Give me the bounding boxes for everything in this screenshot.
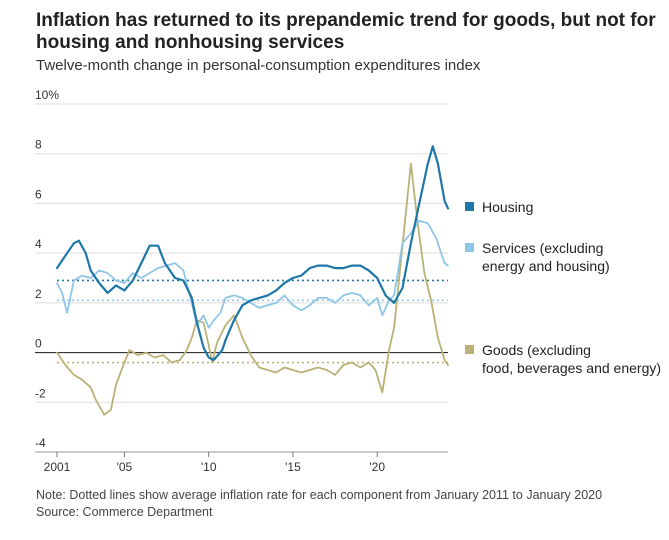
chart-footnote: Note: Dotted lines show average inflatio… <box>36 487 602 521</box>
legend: Housing Services (excluding energy and ho… <box>465 199 661 376</box>
series-line-goods <box>56 162 449 416</box>
x-tick-label-2015: '15 <box>285 460 301 474</box>
y-tick-label-4: 4 <box>35 237 42 251</box>
legend-services-line-1: Services (excluding <box>482 240 603 256</box>
legend-label-housing: Housing <box>482 199 533 215</box>
legend-goods-line-1: Goods (excluding <box>482 342 591 358</box>
legend-swatch-goods <box>465 345 474 354</box>
y-tick-label-neg2: -2 <box>35 386 46 400</box>
chart-subtitle: Twelve-month change in personal-consumpt… <box>36 57 481 74</box>
y-tick-label-2: 2 <box>35 287 42 301</box>
legend-swatch-services <box>465 243 474 252</box>
series-line-housing <box>55 145 450 362</box>
note-text: Note: Dotted lines show average inflatio… <box>36 488 603 502</box>
legend-housing-line-1: Housing <box>482 199 533 215</box>
x-tick-label-2005: '05 <box>117 460 133 474</box>
x-tick-label-2010: '10 <box>201 460 217 474</box>
legend-goods-line-2: food, beverages and energy) <box>482 360 661 376</box>
y-axis-ticks: 10% 8 6 4 2 0 -2 -4 <box>35 88 59 450</box>
source-text: Source: Commerce Department <box>36 505 213 519</box>
legend-services-line-2: energy and housing) <box>482 258 610 274</box>
y-tick-label-0: 0 <box>35 337 42 351</box>
x-tick-label-2020: '20 <box>369 460 385 474</box>
y-tick-label-neg4: -4 <box>35 436 46 450</box>
legend-label-goods: Goods (excluding food, beverages and ener… <box>482 342 661 376</box>
legend-label-services: Services (excluding energy and housing) <box>482 240 610 274</box>
inflation-chart: 10% 8 6 4 2 0 -2 -4 2001 '05 '10 '15 '20 Housing Se… <box>35 88 661 474</box>
y-tick-label-10: 10% <box>35 88 59 102</box>
y-tick-label-8: 8 <box>35 138 42 152</box>
y-tick-label-6: 6 <box>35 187 42 201</box>
chart-title: Inflation has returned to its prepandemi… <box>36 10 656 53</box>
legend-swatch-housing <box>465 202 474 211</box>
x-tick-label-2001: 2001 <box>44 460 71 474</box>
series-layer <box>55 145 450 416</box>
x-axis-ticks: 2001 '05 '10 '15 '20 <box>35 451 448 474</box>
series-line-services <box>56 219 449 329</box>
